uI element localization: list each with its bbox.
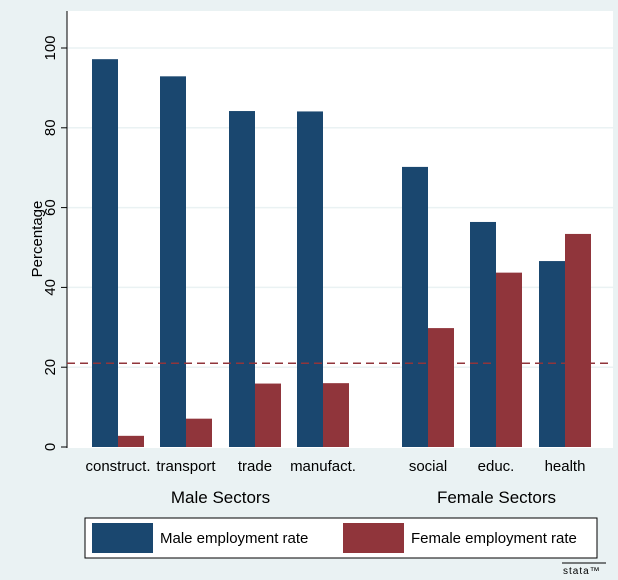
y-tick-label: 40 xyxy=(42,279,59,296)
bar-male-trade xyxy=(229,111,255,448)
legend-box xyxy=(84,517,598,559)
bar-female-transport xyxy=(186,418,212,447)
bar-female-educ xyxy=(496,272,522,447)
bar-male-manufact xyxy=(297,111,323,447)
stata-watermark: stata™ xyxy=(563,566,601,577)
bars xyxy=(92,59,591,448)
bar-male-construct xyxy=(92,59,118,448)
y-tick-label: 60 xyxy=(42,199,59,216)
group-labels: Male Sectors Female Sectors xyxy=(171,488,556,507)
legend-swatch-male xyxy=(92,523,153,553)
group-label: Female Sectors xyxy=(437,488,556,507)
category-label: trade xyxy=(238,458,272,475)
bar-male-transport xyxy=(160,76,186,447)
legend-label-male: Male employment rate xyxy=(160,530,308,547)
bar-female-construct xyxy=(118,435,144,447)
legend-swatch-female xyxy=(343,523,404,553)
bar-female-health xyxy=(565,233,591,447)
group-label: Male Sectors xyxy=(171,488,270,507)
y-tick-label: 20 xyxy=(42,359,59,376)
bar-female-social xyxy=(428,328,454,447)
category-label: educ. xyxy=(478,458,515,475)
legend-label-female: Female employment rate xyxy=(411,530,577,547)
bar-female-trade xyxy=(255,383,281,447)
bar-male-educ xyxy=(470,221,496,447)
bar-male-health xyxy=(539,261,565,447)
plot-area xyxy=(67,11,613,448)
y-axis-ticks: 0 20 40 60 80 100 xyxy=(42,35,67,451)
legend: Male employment rate Female employment r… xyxy=(84,517,598,559)
category-label: construct. xyxy=(85,458,150,475)
bar-male-social xyxy=(402,166,428,448)
y-tick-label: 80 xyxy=(42,119,59,136)
y-tick-label: 0 xyxy=(42,443,59,451)
category-label: health xyxy=(545,458,586,475)
category-label: manufact. xyxy=(290,458,356,475)
category-label: transport xyxy=(156,458,216,475)
y-axis-title: Percentage xyxy=(29,201,46,278)
bar-female-manufact xyxy=(323,383,349,447)
y-tick-label: 100 xyxy=(42,35,59,60)
category-labels: construct. transport trade manufact. social e… xyxy=(85,458,585,475)
category-label: social xyxy=(409,458,447,475)
